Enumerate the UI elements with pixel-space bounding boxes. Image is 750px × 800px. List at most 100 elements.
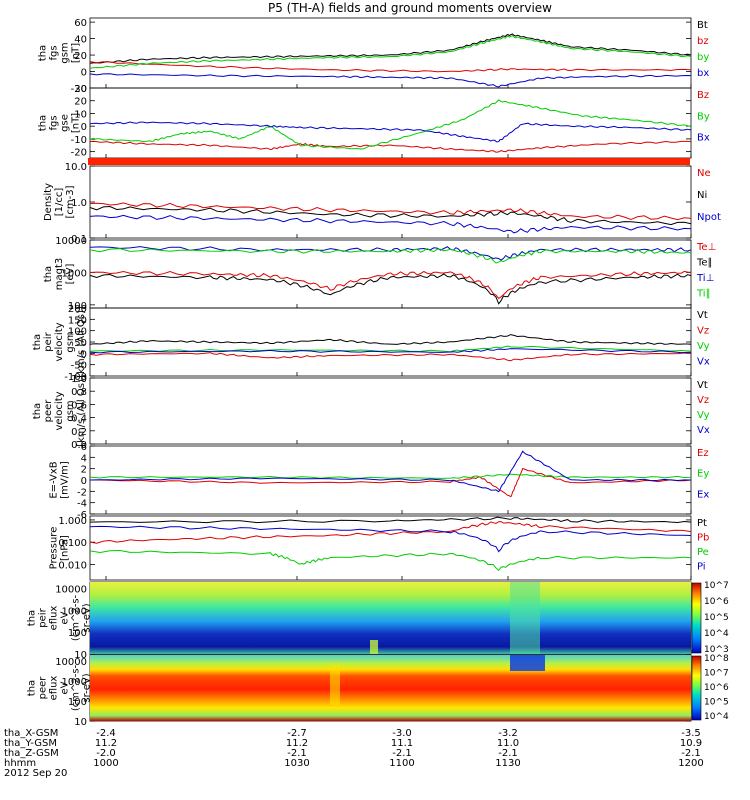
series-Bz — [89, 140, 692, 153]
series-Ti∥ — [89, 247, 692, 264]
colorbar-tick-label: 10^8 — [704, 654, 729, 664]
series-Pi — [89, 525, 692, 553]
legend-entry: Bz — [697, 90, 709, 101]
legend-entry: Bx — [697, 133, 710, 144]
legend-entry: Pe — [697, 547, 709, 558]
x-axis-value: 11.2 — [286, 738, 308, 749]
x-axis-annotation: tha_X-GSM -2.4 -2.7 -3.0 -3.2 -3.5 tha_Y-GSM 11… — [4, 728, 704, 769]
y-tick-label: 150 — [68, 315, 87, 326]
legend-entry: Ne — [697, 168, 711, 179]
y-axis-label: [km/s (All Qs)] — [76, 375, 87, 447]
y-axis-label: velocity — [54, 391, 65, 430]
ion-spectrogram-fill — [90, 582, 691, 654]
ion-colorbar — [691, 582, 702, 654]
y-tick-label: -20 — [71, 84, 87, 95]
y-tick-label: 1.000 — [58, 516, 87, 527]
y-axis-label: peir — [43, 331, 54, 351]
y-tick-label: -10 — [71, 135, 87, 146]
y-axis-label: gsm — [65, 331, 76, 352]
y-axis-label: eV — [60, 611, 71, 624]
legend-entry: Te∥ — [696, 258, 713, 269]
y-axis-label: tha — [32, 334, 43, 350]
y-axis-label: eV — [60, 681, 71, 694]
y-axis-label: peir — [38, 607, 49, 627]
y-axis-label: eflux — [49, 606, 60, 631]
colorbar-tick-label: 10^7 — [704, 669, 729, 679]
y-axis-label: Density — [43, 183, 54, 221]
y-axis-label: tha — [32, 403, 43, 419]
y-tick-label: -4 — [77, 499, 87, 510]
panel-frame — [89, 377, 692, 445]
legend-entry: bz — [697, 36, 709, 47]
y-tick-label: 0 — [81, 122, 87, 133]
x-axis-value: 11.2 — [95, 738, 117, 749]
series-Vz — [89, 352, 692, 362]
x-axis-value: -2.1 — [287, 748, 307, 759]
legend-entry: Pt — [697, 518, 707, 529]
y-tick-label: 100 — [68, 327, 87, 338]
legend-entry: Vz — [697, 395, 709, 406]
x-axis-value: -2.1 — [498, 748, 518, 759]
electron-spectrogram-depletion — [510, 655, 545, 671]
series-Vt — [89, 334, 692, 345]
y-tick-label: 10 — [74, 717, 87, 728]
x-axis-row-label: tha_X-GSM — [4, 728, 58, 739]
legend-entry: Bt — [697, 20, 708, 31]
panel-peer_efflux: 10000 1000 100 10 tha peer eflux eV (cm^2-s-sr-e… — [27, 654, 729, 728]
y-tick-label: 10000 — [55, 657, 87, 668]
y-tick-label: 20 — [74, 51, 87, 62]
panel-frame — [89, 515, 692, 581]
colorbar-tick-label: 10^7 — [704, 581, 729, 591]
x-axis-value: 1130 — [495, 758, 520, 769]
series-Ey — [89, 473, 692, 479]
y-axis-label: [cm-3] — [65, 185, 76, 218]
y-tick-label: 100 — [68, 697, 87, 708]
electron-spectrogram-fill — [90, 655, 691, 721]
y-tick-label: 0.2 — [71, 427, 87, 438]
y-tick-label: 1000 — [62, 677, 87, 688]
x-axis-value: 10.9 — [680, 738, 702, 749]
x-axis-value: -2.1 — [681, 748, 701, 759]
series-Ne — [89, 202, 692, 221]
y-axis-label: [nT] — [71, 43, 82, 63]
legend-entry: Vy — [697, 341, 710, 352]
y-axis-label: sr-eV) — [82, 603, 93, 632]
legend-entry: Vt — [697, 310, 708, 321]
electron-spectrogram-dip — [330, 665, 340, 705]
y-axis-label: [nPa] — [60, 535, 71, 561]
y-tick-label: -20 — [71, 148, 87, 159]
colorbar-tick-label: 10^5 — [704, 613, 729, 623]
date-label: 2012 Sep 20 — [4, 768, 67, 779]
x-axis-row-label: tha_Y-GSM — [4, 738, 57, 749]
x-axis-value: -2.0 — [96, 748, 116, 759]
colorbar-tick-label: 10^5 — [704, 698, 729, 708]
legend-entry: Ex — [697, 489, 709, 500]
y-axis-label: gse — [60, 114, 71, 132]
series-By — [89, 99, 692, 150]
y-tick-label: 0.100 — [58, 538, 87, 549]
y-tick-label: 40 — [74, 35, 87, 46]
y-tick-label: 20 — [74, 97, 87, 108]
y-tick-label: 10 — [74, 650, 87, 661]
y-axis-label: sr-eV) — [82, 673, 93, 702]
legend-entry: Vt — [697, 380, 708, 391]
y-tick-label: 4 — [81, 453, 87, 464]
x-axis-value: -3.0 — [392, 728, 412, 739]
series-Te⊥ — [89, 270, 692, 300]
y-axis-label: velocity — [54, 322, 65, 361]
y-tick-label: 10.0 — [65, 162, 87, 173]
ion-spectrogram-spike — [370, 640, 378, 654]
y-tick-label: 1.0 — [71, 198, 87, 209]
series-bx — [89, 73, 692, 88]
series-Bx — [89, 121, 692, 143]
legend-entry: Ez — [697, 448, 709, 459]
legend-entry: Vx — [697, 357, 710, 368]
series-Bt — [89, 33, 692, 64]
panel-frame — [89, 307, 692, 377]
legend-entry: Vy — [697, 410, 710, 421]
y-tick-label: 1000 — [62, 268, 87, 279]
panel-peer_velocity: 1.0 0.8 0.6 0.4 0.2 0.0 tha peer velocity gsm [km/… — [32, 374, 710, 451]
legend-entry: by — [697, 52, 709, 63]
